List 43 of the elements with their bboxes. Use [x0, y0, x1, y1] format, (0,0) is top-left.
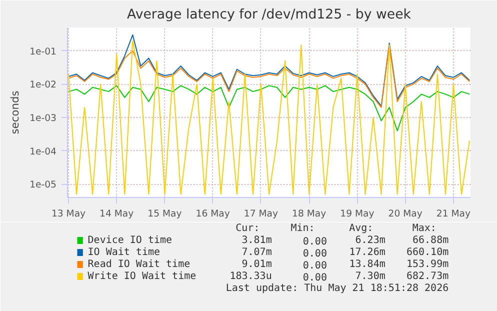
y-tick-label: 1e-03 [30, 113, 57, 124]
text: Avg: [349, 223, 374, 234]
text: 7.30m [355, 271, 386, 282]
x-tick-label: 13 May [51, 208, 86, 220]
y-tick-label: 1e-04 [30, 146, 57, 158]
x-tick-label: 20 May [388, 208, 423, 220]
y-tick-label: 1e-01 [30, 46, 57, 58]
x-tick-label: 14 May [100, 208, 134, 220]
legend-label: Read IO Wait time [88, 259, 190, 270]
y-tick-label: 1e-02 [30, 80, 57, 91]
text: Max: [412, 223, 436, 234]
text: 0.00 [302, 248, 327, 260]
text: 682.73m [406, 271, 449, 282]
text: 17.26m [349, 247, 386, 258]
text: 0.00 [302, 272, 327, 284]
text: 7.07m [242, 247, 272, 258]
text: 9.01m [242, 259, 272, 270]
text: Last update: Thu May 21 18:51:28 2026 [226, 283, 449, 294]
x-tick-label: 16 May [196, 208, 230, 220]
text: 183.33u [230, 271, 272, 282]
legend-label: IO Wait time [88, 247, 160, 258]
text: 153.99m [406, 259, 449, 270]
chart-title: Average latency for /dev/md125 - by week [126, 8, 412, 22]
x-tick-label: 19 May [340, 208, 375, 220]
legend-label: Write IO Wait time [88, 271, 196, 282]
x-tick-label: 21 May [436, 208, 471, 220]
text: 3.81m [242, 235, 272, 246]
text: 6.23m [355, 235, 386, 246]
line-series [68, 40, 470, 195]
y-tick-label: 1e-05 [30, 180, 57, 191]
text: 66.88m [412, 235, 449, 246]
line-series [68, 85, 470, 132]
text: Min: [290, 223, 315, 234]
text: 0.00 [302, 236, 327, 248]
x-tick-label: 17 May [244, 208, 279, 220]
x-tick-label: 15 May [148, 208, 182, 220]
x-tick-label: 18 May [292, 208, 327, 220]
text: Cur: [236, 223, 260, 234]
text: 660.10m [406, 247, 449, 258]
legend-label: Device IO time [88, 235, 172, 246]
text: 13.84m [349, 259, 386, 270]
text: 0.00 [302, 260, 327, 272]
y-axis-title: seconds [8, 90, 22, 134]
